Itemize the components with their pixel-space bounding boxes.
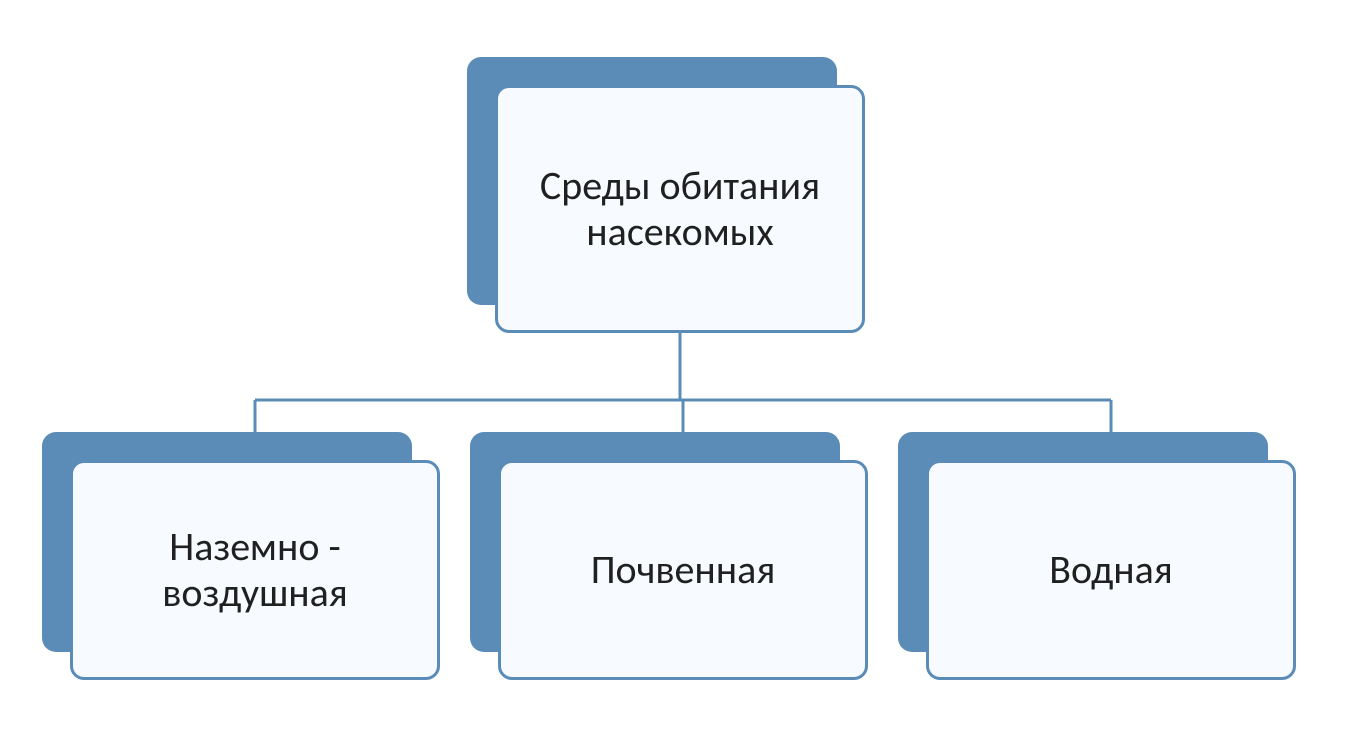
node-child1: Наземно - воздушная <box>70 460 440 680</box>
node-root-label: Среды обитания насекомых <box>518 163 842 255</box>
node-child2-label: Почвенная <box>591 547 776 593</box>
node-root-front: Среды обитания насекомых <box>495 85 865 333</box>
node-child2-front: Почвенная <box>498 460 868 680</box>
node-root: Среды обитания насекомых <box>495 85 865 333</box>
node-child3-label: Водная <box>1049 547 1173 593</box>
node-child3-front: Водная <box>926 460 1296 680</box>
node-child3: Водная <box>926 460 1296 680</box>
node-child1-front: Наземно - воздушная <box>70 460 440 680</box>
node-child2: Почвенная <box>498 460 868 680</box>
diagram-canvas: Среды обитания насекомых Наземно - возду… <box>0 0 1356 744</box>
node-child1-label: Наземно - воздушная <box>93 524 417 616</box>
